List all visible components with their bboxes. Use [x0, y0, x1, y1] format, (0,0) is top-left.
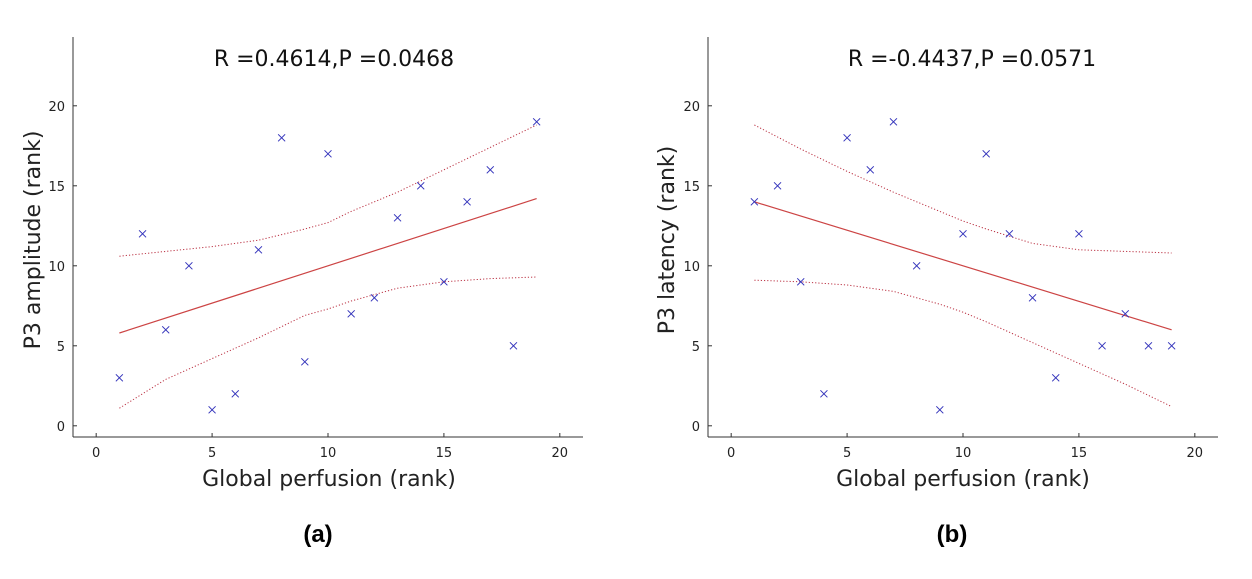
scatter-point: [912, 261, 921, 270]
plot-area: 0 5 10 15 20 0 5 10 15 20: [683, 37, 1218, 461]
x-axis-label: Global perfusion (rank): [202, 467, 456, 492]
plot-area: 0 5 10 15 20 0 5 10 15 20: [48, 37, 583, 461]
chart-title: R =0.4614,P =0.0468: [214, 47, 454, 72]
regression-line: [754, 201, 1172, 331]
scatter-point: [1121, 309, 1130, 318]
x-tick-label: 20: [1187, 446, 1204, 461]
scatter-point: [347, 309, 356, 318]
scatter-point: [866, 165, 875, 174]
scatter-point: [161, 325, 170, 334]
scatter-point: [1167, 341, 1176, 350]
regression-line: [119, 198, 537, 334]
scatter-point: [935, 405, 944, 414]
x-tick-label: 5: [208, 446, 216, 461]
scatter-point: [416, 181, 425, 190]
y-tick-label: 5: [692, 340, 700, 355]
panel-label: (a): [303, 521, 332, 548]
scatter-point: [393, 213, 402, 222]
scatter-point: [1028, 293, 1037, 302]
scatter-point: [231, 389, 240, 398]
scatter-point: [509, 341, 518, 350]
y-tick-label: 15: [683, 180, 700, 195]
chart-title: R =-0.4437,P =0.0571: [848, 47, 1096, 72]
y-tick-label: 10: [48, 260, 65, 275]
scatter-point: [370, 293, 379, 302]
y-tick-label: 20: [48, 100, 65, 115]
x-tick-label: 5: [843, 446, 851, 461]
scatter-point: [1075, 229, 1083, 238]
scatter-point: [843, 133, 851, 142]
scatter-point: [959, 229, 967, 238]
x-tick-label: 15: [436, 446, 453, 461]
x-tick-label: 0: [92, 446, 100, 461]
scatter-point: [486, 165, 495, 174]
y-axis-label: P3 latency (rank): [655, 146, 680, 334]
y-tick-label: 0: [692, 420, 700, 435]
scatter-point: [254, 245, 263, 254]
scatter-point: [463, 197, 471, 206]
scatter-point: [982, 149, 991, 158]
scatter-point: [1051, 373, 1060, 382]
panel-label: (b): [937, 521, 968, 548]
chart-panel-b: R =-0.4437,P =0.0571 Global perfusion (r…: [655, 37, 1218, 548]
y-tick-label: 0: [57, 420, 65, 435]
scatter-point: [138, 229, 147, 238]
y-tick-label: 15: [48, 180, 65, 195]
chart-panel-a: R =0.4614,P =0.0468 Global perfusion (ra…: [21, 37, 583, 548]
scatter-point: [1005, 229, 1014, 238]
x-axis-label: Global perfusion (rank): [836, 467, 1090, 492]
scatter-point: [440, 277, 448, 286]
x-tick-label: 20: [552, 446, 569, 461]
scatter-point: [773, 181, 782, 190]
scatter-point: [889, 117, 898, 126]
confidence-band-upper: [754, 124, 1172, 254]
scatter-point: [532, 117, 541, 126]
scatter-point: [324, 149, 332, 158]
scatter-point: [300, 357, 309, 366]
scatter-point: [208, 405, 216, 414]
scatter-point: [820, 389, 828, 398]
y-axis-label: P3 amplitude (rank): [21, 131, 46, 350]
confidence-band-lower: [754, 279, 1172, 408]
confidence-band-lower: [119, 276, 537, 409]
scatter-point: [185, 261, 193, 270]
x-tick-label: 10: [955, 446, 972, 461]
scatter-point: [1098, 341, 1106, 350]
x-tick-label: 10: [320, 446, 337, 461]
scatter-point: [796, 277, 805, 286]
y-tick-label: 20: [683, 100, 700, 115]
scatter-point: [115, 373, 124, 382]
x-tick-label: 0: [727, 446, 735, 461]
scatter-point: [1144, 341, 1153, 350]
scatter-point: [750, 197, 759, 206]
y-tick-label: 10: [683, 260, 700, 275]
scatter-point: [277, 133, 286, 142]
y-tick-label: 5: [57, 340, 65, 355]
confidence-band-upper: [119, 124, 537, 257]
x-tick-label: 15: [1071, 446, 1088, 461]
